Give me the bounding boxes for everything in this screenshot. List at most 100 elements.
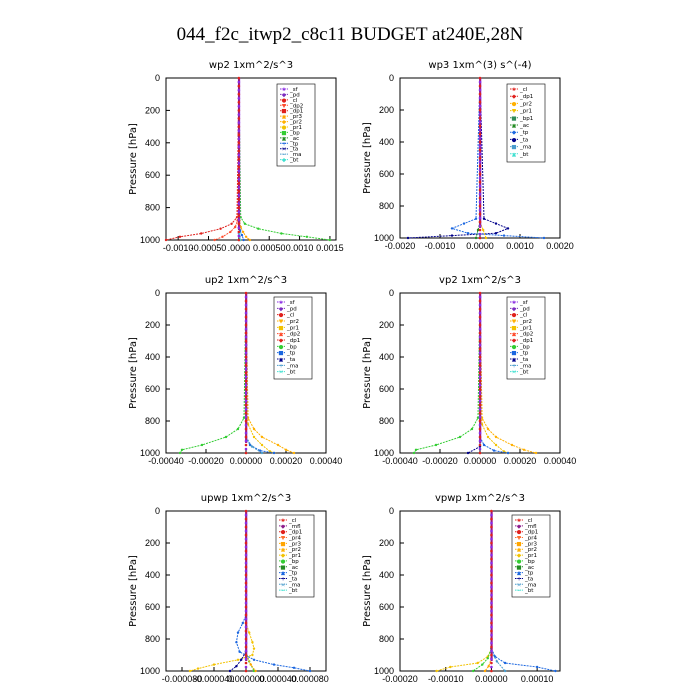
x-tick-label: -0.0020 xyxy=(385,241,416,251)
legend-label: _sf xyxy=(286,300,296,306)
zero-profile-marker xyxy=(490,585,493,589)
legend-marker-icon: ▲ xyxy=(279,332,284,338)
zero-profile-marker xyxy=(490,597,493,601)
y-tick-label: 400 xyxy=(145,138,160,148)
legend-marker-icon: ▼ xyxy=(512,109,517,115)
zero-profile-marker xyxy=(237,125,241,128)
data-point xyxy=(534,451,538,455)
data-point xyxy=(252,647,256,650)
legend-label: _bt xyxy=(289,158,299,164)
x-tick-label: -0.00050 xyxy=(191,243,227,253)
series-line xyxy=(235,511,311,672)
data-point xyxy=(486,427,490,431)
legend-label: _pd xyxy=(286,306,297,312)
data-point xyxy=(284,448,288,451)
zero-profile-marker xyxy=(478,104,482,108)
zero-profile-marker xyxy=(490,569,493,573)
data-point xyxy=(466,232,470,235)
data-point xyxy=(474,236,478,240)
zero-profile-marker xyxy=(244,613,248,617)
data-point xyxy=(248,238,251,242)
zero-profile-marker xyxy=(478,431,482,435)
legend-label: _bt xyxy=(519,370,529,376)
legend-label: _ma xyxy=(288,582,300,588)
legend-label: _ma xyxy=(519,363,531,369)
legend-label: _bp1 xyxy=(519,116,533,122)
data-point xyxy=(482,443,486,447)
data-point xyxy=(248,443,252,447)
legend-label: _dp1 xyxy=(286,338,300,344)
zero-profile-marker xyxy=(490,617,493,621)
zero-profile-marker xyxy=(237,194,241,197)
legend-label: _tp xyxy=(286,351,296,357)
zero-profile-marker xyxy=(478,335,482,339)
y-tick-label: 600 xyxy=(379,169,394,179)
zero-profile-marker xyxy=(237,117,241,120)
zero-profile-marker xyxy=(244,637,248,641)
legend-label: _pr2 xyxy=(519,101,532,107)
legend-label: _pr2 xyxy=(524,547,537,553)
y-tick-label: 0 xyxy=(389,73,394,83)
zero-profile-marker xyxy=(478,331,482,335)
data-point xyxy=(244,235,248,238)
series-line xyxy=(238,77,251,241)
zero-profile-marker xyxy=(244,395,248,399)
zero-profile-marker xyxy=(244,295,248,299)
legend-label: _ac xyxy=(524,565,534,571)
zero-profile-marker xyxy=(244,439,248,443)
zero-profile-marker xyxy=(478,188,482,192)
zero-profile-marker xyxy=(244,323,248,327)
data-point xyxy=(471,669,475,673)
legend-marker-icon: ● xyxy=(282,98,287,104)
data-point xyxy=(221,235,224,238)
y-tick-label: 200 xyxy=(145,105,160,115)
x-tick-label: 0.00010 xyxy=(521,674,554,684)
zero-profile-marker xyxy=(244,517,248,521)
y-tick-label: 400 xyxy=(379,137,394,147)
data-point xyxy=(200,232,203,235)
zero-profile-marker xyxy=(478,363,482,367)
data-point xyxy=(503,661,507,665)
x-tick-label: -0.0010 xyxy=(425,241,456,251)
zero-profile-marker xyxy=(244,327,248,331)
y-tick-label: 600 xyxy=(379,602,394,612)
zero-profile-marker xyxy=(244,343,248,347)
zero-profile-marker xyxy=(237,218,241,222)
zero-profile-marker xyxy=(478,435,482,439)
legend-marker-icon: ▲ xyxy=(279,357,284,363)
zero-profile-marker xyxy=(478,379,482,383)
data-point xyxy=(229,230,232,234)
legend-label: _sf xyxy=(289,87,299,93)
legend-label: _ta xyxy=(288,576,297,582)
legend-marker-icon: ▼ xyxy=(282,103,287,109)
zero-profile-marker xyxy=(478,327,482,331)
legend-marker-icon: ◆ xyxy=(279,338,284,344)
zero-profile-marker xyxy=(490,605,493,609)
data-point xyxy=(178,235,182,238)
zero-profile-marker xyxy=(244,553,248,557)
zero-profile-marker xyxy=(237,137,241,141)
legend-label: _sf xyxy=(519,300,529,306)
legend-marker-icon: ■ xyxy=(281,130,286,136)
zero-profile-marker xyxy=(478,208,482,212)
data-point xyxy=(272,451,276,455)
legend-marker-icon: ▲ xyxy=(281,571,286,577)
legend-marker-icon: ■ xyxy=(511,325,516,331)
x-tick-label: 0.00000 xyxy=(230,456,263,466)
panel-title: upwp 1xm^2/s^3 xyxy=(201,493,291,504)
zero-profile-marker xyxy=(478,124,482,128)
data-point xyxy=(260,443,264,447)
panels: wp2 1xm^2/s^3 Pressure [hPa] 0 200 400 600 800… xyxy=(128,60,576,684)
legend-marker-icon: ▲ xyxy=(517,571,522,577)
legend-marker-icon: ▲ xyxy=(517,547,522,553)
legend-label: _ma xyxy=(524,582,536,588)
legend-label: _cl xyxy=(288,518,297,524)
zero-profile-marker xyxy=(490,613,493,617)
legend-marker-icon: ● xyxy=(517,530,522,536)
legend-label: _ma xyxy=(289,152,301,158)
zero-profile-marker xyxy=(478,339,482,343)
data-point xyxy=(481,663,484,666)
zero-profile-marker xyxy=(478,451,482,455)
zero-profile-marker xyxy=(490,557,493,561)
legend-label: _bp xyxy=(519,344,530,350)
